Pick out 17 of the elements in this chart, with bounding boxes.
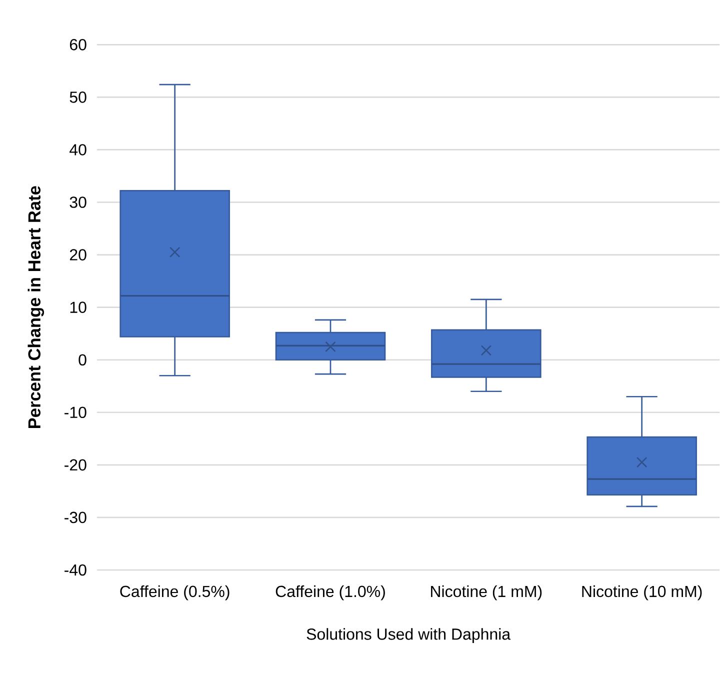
x-tick-label: Caffeine (0.5%) <box>120 585 230 600</box>
y-tick-label: -40 <box>64 564 86 576</box>
y-tick-label: -30 <box>64 512 86 524</box>
y-tick-label: 40 <box>70 144 86 156</box>
y-tick-label: 20 <box>70 249 86 260</box>
y-axis-title: Percent Change in Heart Rate <box>28 186 44 428</box>
y-tick-label: -10 <box>64 406 86 418</box>
y-tick-label: 0 <box>78 354 86 366</box>
y-tick-label: 30 <box>70 196 86 208</box>
x-axis-title: Solutions Used with Daphnia <box>306 628 511 644</box>
x-tick-label: Nicotine (10 mM) <box>582 585 702 600</box>
x-tick-label: Nicotine (1 mM) <box>431 585 542 600</box>
y-tick-label: 50 <box>70 92 86 103</box>
y-tick-label: 10 <box>70 302 86 313</box>
x-tick-label: Caffeine (1.0%) <box>276 585 385 600</box>
y-tick-label: 60 <box>70 39 86 50</box>
y-tick-label: -20 <box>64 459 86 471</box>
